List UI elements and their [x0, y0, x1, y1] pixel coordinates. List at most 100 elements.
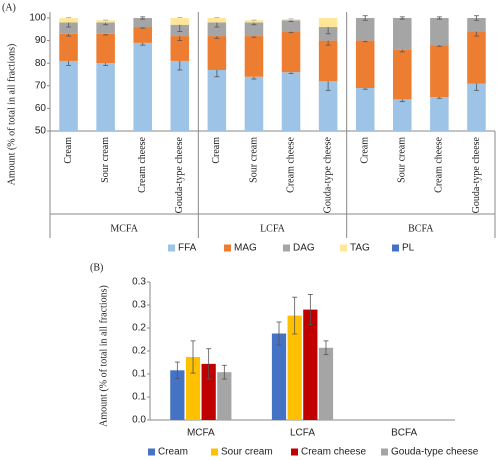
bar-segment [133, 42, 152, 131]
y-tick-label: 0.2 [132, 346, 146, 357]
x-tick-label: Cream [360, 137, 371, 164]
x-tick-label: Gouda-type cheese [322, 136, 333, 213]
bar [170, 370, 185, 420]
bar-segment [281, 72, 301, 131]
bar-segment [207, 69, 227, 131]
bar [303, 309, 318, 420]
y-tick-label: 100 [29, 13, 46, 24]
bar-segment [430, 45, 449, 98]
bar-segment [244, 36, 264, 77]
x-tick-label: LCFA [290, 428, 315, 439]
bar-segment [281, 31, 301, 73]
y-tick-label: 60 [35, 103, 47, 114]
panel-label: (B) [90, 262, 103, 273]
x-tick-label: Sour cream [397, 137, 408, 183]
bar-segment [96, 22, 115, 34]
y-tick-label: 80 [35, 58, 47, 69]
y-tick-label: 0.3 [132, 300, 146, 311]
bar-segment [207, 18, 227, 23]
bar-segment [318, 18, 338, 28]
bar-segment [207, 22, 227, 37]
x-tick-label: Cream cheese [434, 136, 445, 192]
bar-segment [59, 33, 78, 61]
legend-label: Gouda-type cheese [391, 447, 479, 458]
bar-segment [430, 97, 449, 131]
bar-segment [170, 18, 190, 25]
bar-segment [96, 20, 115, 23]
x-tick-label: Cream [211, 137, 222, 164]
legend-swatch [283, 244, 290, 252]
legend-label: Cream cheese [301, 447, 366, 458]
y-tick-label: 0.3 [132, 277, 146, 288]
legend-swatch [168, 244, 175, 252]
legend-label: DAG [293, 243, 315, 254]
legend-label: FFA [178, 243, 197, 254]
bar-segment [59, 60, 78, 131]
bar-segment [207, 36, 227, 70]
x-tick-label: BCFA [391, 428, 417, 439]
legend-swatch [340, 244, 347, 252]
y-tick-label: 0.1 [132, 369, 146, 380]
bar-segment [281, 20, 301, 32]
x-tick-label: MCFA [187, 428, 215, 439]
legend-label: TAG [350, 243, 370, 254]
y-axis-label: Amount (% of total in all fractions) [6, 44, 17, 186]
bar-segment [393, 18, 412, 50]
y-tick-label: 0.1 [132, 392, 146, 403]
legend-swatch [224, 244, 231, 252]
legend-label: Sour cream [221, 447, 273, 458]
bar-segment [170, 60, 190, 131]
legend-label: MAG [234, 243, 257, 254]
bar-segment [281, 19, 301, 21]
bar-segment [355, 88, 375, 131]
bar-segment [467, 18, 486, 32]
bar-segment [59, 18, 78, 23]
x-tick-label: Gouda-type cheese [174, 136, 185, 213]
x-tick-label: Sour cream [248, 137, 259, 183]
group-label: LCFA [260, 223, 286, 234]
bar [217, 372, 232, 420]
bar-segment [355, 18, 375, 41]
bar-segment [96, 63, 115, 132]
y-axis-label: Amount (% of total in all fractions) [98, 285, 109, 427]
bar-segment [355, 40, 375, 89]
x-tick-label: Cream cheese [137, 136, 148, 192]
bar-segment [318, 81, 338, 131]
legend-swatch [381, 448, 388, 456]
bar [201, 363, 216, 420]
x-tick-label: Sour cream [100, 137, 111, 183]
bar [185, 356, 201, 420]
legend-swatch [211, 448, 218, 456]
bar-segment [170, 36, 190, 61]
y-tick-label: 50 [35, 126, 47, 137]
legend-swatch [148, 448, 155, 456]
bar-segment [244, 22, 264, 37]
legend-label: PL [402, 243, 415, 254]
bar-segment [133, 27, 152, 43]
bar-segment [467, 83, 486, 131]
bar-segment [430, 18, 449, 46]
bar-segment [133, 18, 152, 28]
y-tick-label: 90 [35, 35, 47, 46]
legend-swatch [392, 244, 399, 252]
bar-segment [244, 20, 264, 23]
y-tick-label: 0.2 [132, 323, 146, 334]
bar-segment [393, 49, 412, 100]
group-label: BCFA [408, 223, 434, 234]
y-tick-label: 70 [35, 80, 47, 91]
legend-swatch [291, 448, 298, 456]
bar [287, 315, 302, 420]
bar-segment [96, 33, 115, 64]
bar [318, 347, 334, 420]
panel-label: (A) [2, 2, 16, 13]
bar [271, 333, 287, 420]
x-tick-label: Cream cheese [285, 136, 296, 192]
bar-segment [393, 99, 412, 131]
x-tick-label: Cream [63, 137, 74, 164]
legend-label: Cream [158, 447, 188, 458]
bar-segment [59, 22, 78, 34]
bar-segment [244, 76, 264, 131]
y-tick-label: 0.0 [132, 415, 146, 426]
bar-segment [318, 40, 338, 82]
